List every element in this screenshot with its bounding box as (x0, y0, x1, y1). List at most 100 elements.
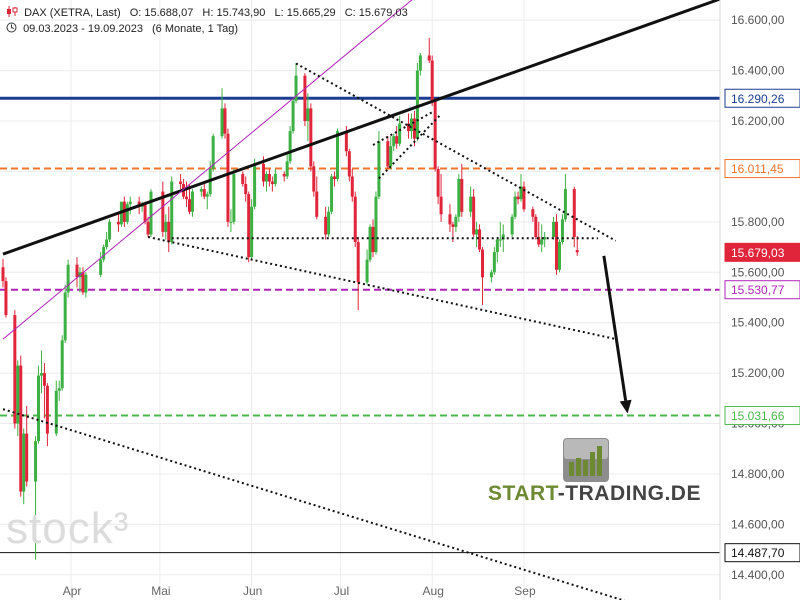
price-badge-label: 16.290,26 (731, 92, 785, 106)
candle-body (250, 206, 254, 258)
candle-body (288, 131, 292, 162)
candle-body (4, 281, 8, 316)
projection-arrow-head (619, 399, 632, 414)
candle-body (199, 189, 203, 192)
price-badge-box (724, 543, 800, 563)
start-trading-brand: START-TRADING.DE (488, 482, 701, 506)
candle-body (522, 186, 526, 210)
candle-body (149, 191, 153, 235)
price-badge-box (724, 280, 800, 300)
price-badge-label: 15.031,66 (731, 409, 785, 423)
candle-body (202, 189, 206, 197)
candle-body (167, 221, 171, 243)
stock3-watermark: stock³ (6, 504, 130, 553)
x-tick-label: Jun (243, 584, 262, 598)
trend-line-downtrend-upper (295, 62, 617, 242)
candle-body (270, 181, 274, 185)
x-tick-label: Sep (514, 584, 536, 598)
candle-body (45, 385, 49, 434)
chart-header-line-1: DAX (XETRA, Last) O: 15.688,07 H: 15.743… (6, 6, 408, 20)
candle-body (454, 216, 458, 227)
y-tick-label: 15.200,00 (731, 366, 785, 380)
trend-line-flag-upper (372, 111, 433, 146)
horizontal-levels-layer (0, 96, 720, 554)
candle-body (285, 161, 289, 177)
candle-body (347, 151, 351, 177)
price-badge-label: 14.487,70 (731, 546, 785, 560)
candle-body (344, 131, 348, 152)
candle-body (187, 199, 191, 212)
projection-arrow-layer (602, 255, 632, 414)
candle-body (143, 204, 147, 222)
x-tick-label: Mai (151, 584, 170, 598)
candle-body (309, 108, 313, 167)
candle-body (498, 239, 502, 241)
candle-body (389, 146, 393, 167)
instrument-title: DAX (XETRA, Last) (24, 7, 121, 19)
trend-line-lower-long-trend (2, 408, 625, 600)
candle-body (179, 181, 183, 185)
candle-body (516, 196, 520, 200)
brand-separator: - (557, 482, 566, 505)
candle-body (439, 196, 443, 215)
price-badge-label: 15.679,03 (731, 246, 785, 260)
y-tick-label: 14.400,00 (731, 568, 785, 582)
candle-body (415, 70, 419, 139)
candle-body (1, 267, 5, 282)
candle-body (264, 173, 268, 182)
candle-body (226, 133, 230, 222)
candle-body (501, 234, 505, 240)
candle-body (433, 100, 437, 169)
candle-body (99, 259, 103, 275)
candle-body (427, 55, 431, 61)
candle-body (39, 373, 43, 376)
y-tick-label: 14.600,00 (731, 517, 785, 531)
candle-body (25, 433, 29, 482)
candle-body (34, 441, 38, 482)
candle-body (185, 196, 189, 200)
rising-bars-logo-icon (563, 438, 609, 482)
candle-body (66, 264, 70, 293)
candle-body (54, 390, 58, 434)
trend-line-uptrend-resistance (2, 0, 720, 256)
price-badge-label: 15.530,77 (731, 283, 785, 297)
candle-body (436, 168, 440, 197)
candle-body (312, 166, 316, 192)
candle-body (460, 178, 464, 212)
candle-body (557, 242, 561, 270)
candle-body (13, 315, 17, 424)
date-range: 09.03.2023 - 19.09.2023 (23, 23, 143, 35)
price-badge-box (724, 88, 800, 108)
candle-body (365, 259, 369, 283)
candle-body (418, 55, 422, 71)
close-label: C: (344, 7, 356, 19)
candle-body (161, 191, 165, 232)
candle-body (451, 224, 455, 227)
x-tick-label: Apr (63, 584, 82, 598)
candle-body (555, 221, 559, 270)
candle-body (108, 221, 112, 240)
candle-body (398, 123, 402, 144)
candle-body (560, 219, 564, 243)
candle-body (220, 108, 224, 137)
candle-body (448, 214, 452, 225)
candle-body (146, 221, 150, 235)
candle-body (552, 221, 556, 237)
candle-body (164, 221, 168, 232)
brand-part-2: TRADING.DE (565, 482, 701, 505)
candle-body (395, 136, 399, 144)
candle-body (531, 209, 535, 217)
candle-body (282, 173, 286, 177)
candle-body (84, 274, 88, 293)
candle-body (575, 250, 579, 253)
trend-lines-layer (2, 0, 720, 600)
candle-body (572, 189, 576, 237)
candle-body (105, 239, 109, 248)
y-tick-label: 15.400,00 (731, 316, 785, 330)
price-badges-layer: 16.290,26 16.011,45 15.679,03 15.530,77 15.0… (724, 88, 800, 563)
candle-body (513, 196, 517, 217)
candle-body (102, 247, 106, 260)
candle-body (540, 239, 544, 245)
candle-body (63, 292, 67, 341)
